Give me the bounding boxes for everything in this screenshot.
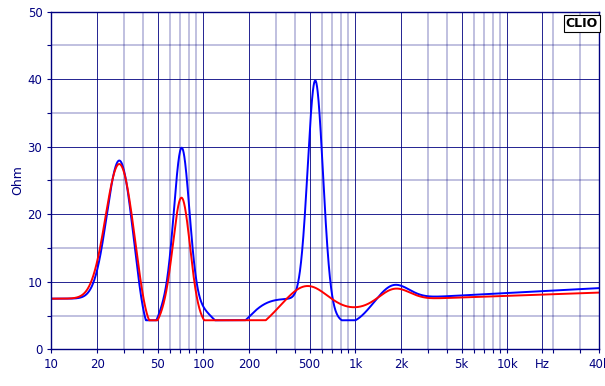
Y-axis label: Ohm: Ohm: [11, 166, 25, 195]
Text: CLIO: CLIO: [566, 17, 598, 30]
